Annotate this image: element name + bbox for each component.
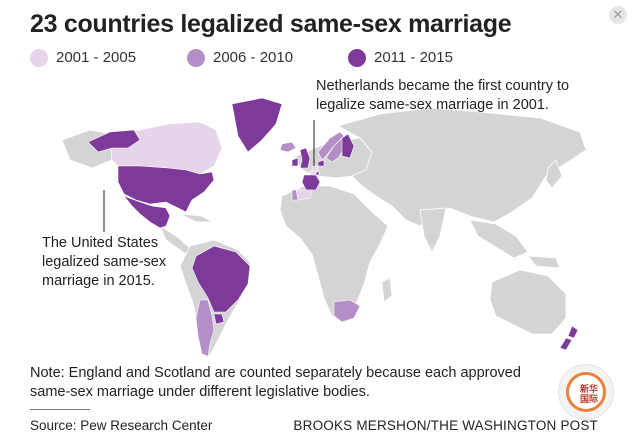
region-luxembourg[interactable]: [315, 171, 320, 176]
annotation-united-states: The United States legalized same-sex mar…: [42, 234, 166, 291]
land-india: [419, 207, 447, 253]
region-united-states[interactable]: [117, 165, 215, 213]
region-netherlands[interactable]: [311, 165, 319, 172]
source-credit: Source: Pew Research Center: [30, 418, 213, 433]
footnote: Note: England and Scotland are counted s…: [30, 364, 521, 402]
region-canada-arctic[interactable]: [87, 129, 141, 153]
region-united-kingdom[interactable]: [299, 147, 311, 169]
annotation-line: Netherlands became the first country to: [316, 78, 570, 94]
region-new-zealand-south[interactable]: [559, 337, 573, 351]
annotation-leaders: [103, 120, 315, 232]
watermark-badge: 新华 国际: [558, 364, 614, 420]
footer-divider: [30, 409, 90, 410]
region-ireland[interactable]: [291, 157, 299, 167]
legend-label: 2011 - 2015: [374, 49, 453, 66]
region-portugal[interactable]: [291, 189, 299, 201]
annotation-line: marriage in 2015.: [42, 273, 155, 289]
region-greenland[interactable]: [231, 97, 283, 153]
note-line: same-sex marriage under different legisl…: [30, 384, 370, 400]
region-argentina[interactable]: [195, 299, 215, 357]
land-australia: [489, 269, 567, 335]
land-asia: [336, 107, 587, 227]
land-africa: [279, 185, 389, 319]
note-line: Note: England and Scotland are counted s…: [30, 365, 521, 381]
xinhua-logo: 新华 国际: [566, 372, 606, 412]
land-japan: [545, 159, 563, 189]
land-new-guinea: [527, 255, 561, 269]
land-southeast-asia: [469, 219, 529, 259]
region-mexico[interactable]: [123, 195, 171, 229]
land-madagascar: [381, 277, 393, 303]
region-belgium[interactable]: [309, 170, 317, 176]
annotation-line: The United States: [42, 235, 159, 251]
annotation-line: legalized same-sex: [42, 254, 167, 270]
page-title: 23 countries legalized same-sex marriage: [30, 10, 512, 38]
highlighted-countries: [87, 97, 579, 357]
land-caribbean: [179, 213, 214, 223]
legend-swatch: [348, 49, 366, 67]
legend-swatch: [30, 49, 48, 67]
region-uruguay[interactable]: [213, 313, 225, 325]
legend-swatch: [187, 49, 205, 67]
annotation-netherlands: Netherlands became the first country to …: [316, 77, 569, 115]
region-finland[interactable]: [341, 133, 355, 159]
region-brazil[interactable]: [191, 245, 251, 313]
close-icon[interactable]: ✕: [609, 6, 627, 24]
legend-label: 2006 - 2010: [213, 49, 294, 66]
region-france[interactable]: [301, 174, 321, 191]
region-denmark[interactable]: [317, 159, 325, 167]
legend: 2001 - 2005 2006 - 2010 2011 - 2015: [30, 46, 610, 70]
legend-label: 2001 - 2005: [56, 49, 137, 66]
region-new-zealand[interactable]: [567, 325, 579, 339]
annotation-line: legalize same-sex marriage in 2001.: [316, 97, 549, 113]
region-south-africa[interactable]: [333, 299, 361, 323]
graphic-credit: BROOKS MERSHON/THE WASHINGTON POST: [293, 418, 598, 433]
region-iceland[interactable]: [279, 141, 297, 153]
